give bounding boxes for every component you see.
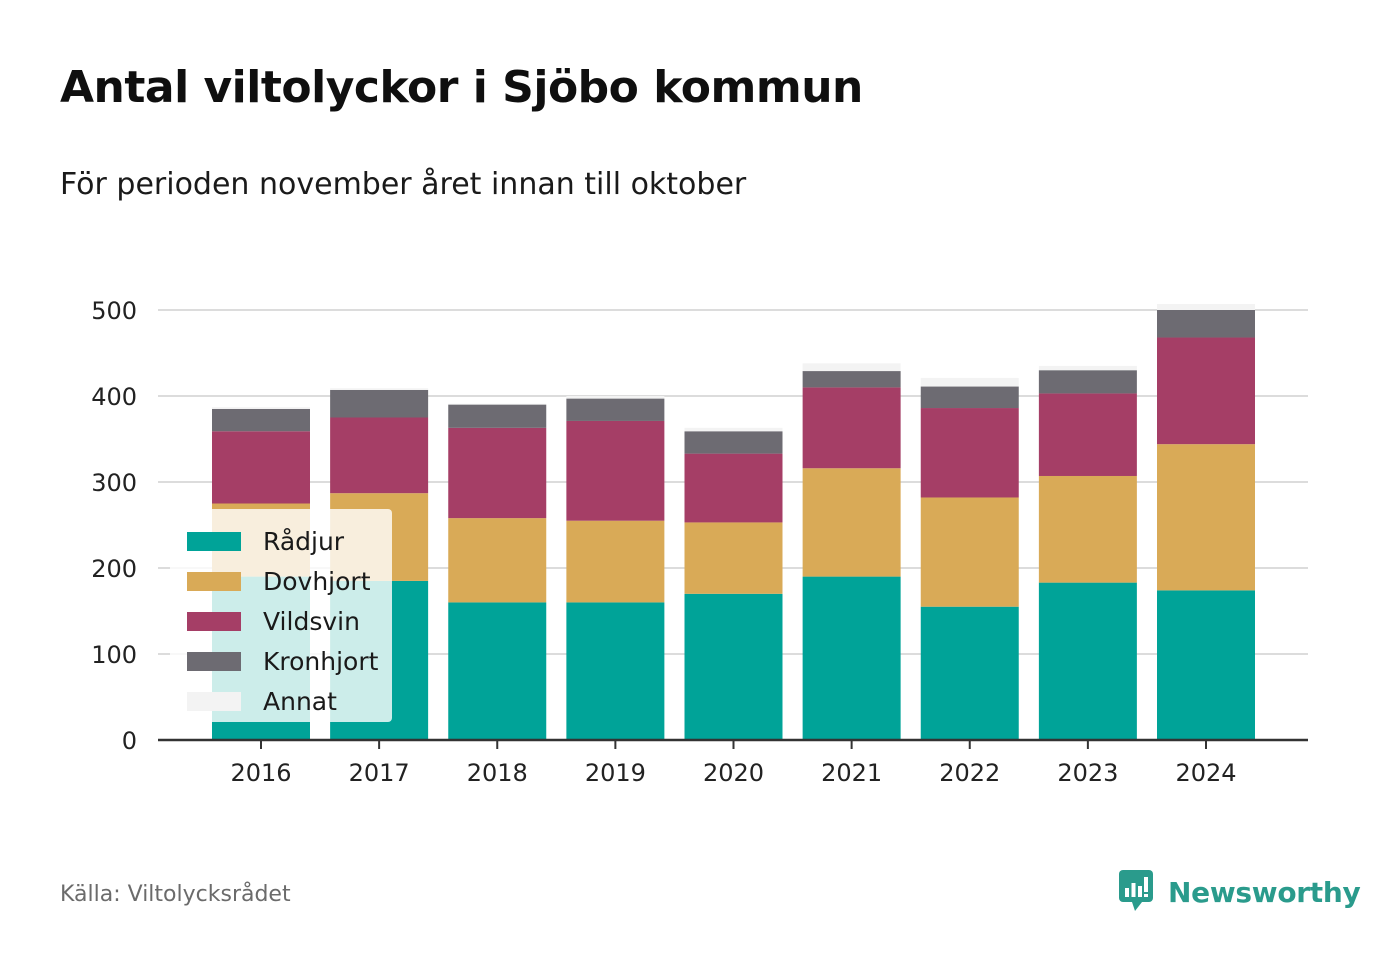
- bar-segment: [1038, 370, 1137, 394]
- bar-segment: [920, 606, 1019, 740]
- bar-segment: [1157, 590, 1255, 740]
- legend-item-radjur: Rådjur: [187, 526, 344, 556]
- chart-subtitle: För perioden november året innan till ok…: [60, 167, 747, 202]
- bar-segment: [802, 576, 901, 740]
- legend-item-annat: Annat: [187, 686, 337, 716]
- bar-segment: [212, 407, 310, 409]
- legend-label: Vildsvin: [263, 606, 360, 636]
- x-tick-label: 2024: [1175, 759, 1236, 787]
- bar-segment: [1038, 475, 1137, 583]
- bar-segment: [684, 427, 783, 432]
- legend-swatch: [187, 611, 241, 631]
- y-tick-label: 0: [122, 727, 137, 755]
- y-tick-label: 400: [91, 383, 137, 411]
- legend-swatch: [187, 571, 241, 591]
- bar-segment: [212, 431, 310, 504]
- bar-segment: [802, 363, 901, 372]
- x-tick-label: 2022: [939, 759, 1000, 787]
- bar-segment: [920, 386, 1019, 409]
- bar-segment: [448, 518, 547, 603]
- legend-label: Annat: [263, 686, 337, 716]
- bar-segment: [920, 497, 1019, 607]
- bar-segment: [920, 377, 1019, 387]
- bar-segment: [1038, 582, 1137, 740]
- bar-segment: [212, 408, 310, 432]
- legend-swatch: [187, 531, 241, 551]
- bar-segment: [1038, 393, 1137, 476]
- bar-segment: [802, 468, 901, 577]
- y-tick-label: 500: [91, 297, 137, 325]
- bar-segment: [684, 431, 783, 454]
- y-tick-label: 100: [91, 641, 137, 669]
- source-note: Källa: Viltolycksrådet: [60, 882, 291, 907]
- bar-segment: [448, 404, 547, 428]
- x-tick-label: 2016: [230, 759, 291, 787]
- bar-segment: [1038, 365, 1137, 371]
- chart-title: Antal viltolyckor i Sjöbo kommun: [60, 62, 863, 113]
- legend-label: Rådjur: [263, 526, 345, 556]
- bar-segment: [920, 408, 1019, 498]
- bar-segment: [330, 417, 429, 494]
- legend-item-vildsvin: Vildsvin: [187, 606, 360, 636]
- brand-name: Newsworthy: [1168, 875, 1361, 909]
- bar-segment: [1157, 444, 1255, 591]
- bar-segment: [566, 602, 665, 740]
- bar-segment: [802, 371, 901, 388]
- bar-segment: [330, 388, 429, 390]
- legend-label: Kronhjort: [263, 646, 379, 676]
- bar-segment: [566, 398, 665, 421]
- legend-swatch: [187, 691, 241, 711]
- x-tick-label: 2020: [703, 759, 764, 787]
- bar-segment: [1157, 310, 1255, 338]
- bar-segment: [802, 387, 901, 469]
- legend-label: Dovhjort: [263, 566, 371, 596]
- x-tick-label: 2021: [821, 759, 882, 787]
- y-tick-label: 300: [91, 469, 137, 497]
- bar-segment: [684, 522, 783, 594]
- brand-logo[interactable]: Newsworthy: [1118, 868, 1361, 916]
- x-tick-label: 2017: [349, 759, 410, 787]
- x-tick-label: 2018: [467, 759, 528, 787]
- bar-chart-speech-bubble-icon: [1118, 868, 1154, 916]
- bar-segment: [566, 420, 665, 521]
- bar-segment: [330, 389, 429, 418]
- bar-segment: [566, 396, 665, 399]
- legend-item-dovhjort: Dovhjort: [187, 566, 371, 596]
- bar-segment: [448, 403, 547, 405]
- x-tick-label: 2023: [1057, 759, 1118, 787]
- bar-segment: [684, 453, 783, 523]
- legend-swatch: [187, 651, 241, 671]
- bar-segment: [448, 427, 547, 519]
- chart-legend: Rådjur Dovhjort Vildsvin Kronhjort Annat: [170, 509, 392, 722]
- bar-segment: [566, 520, 665, 603]
- bar-segment: [1157, 337, 1255, 445]
- bar-segment: [684, 593, 783, 740]
- x-tick-label: 2019: [585, 759, 646, 787]
- legend-item-kronhjort: Kronhjort: [187, 646, 378, 676]
- bar-segment: [1157, 303, 1255, 310]
- y-tick-label: 200: [91, 555, 137, 583]
- bar-segment: [448, 602, 547, 740]
